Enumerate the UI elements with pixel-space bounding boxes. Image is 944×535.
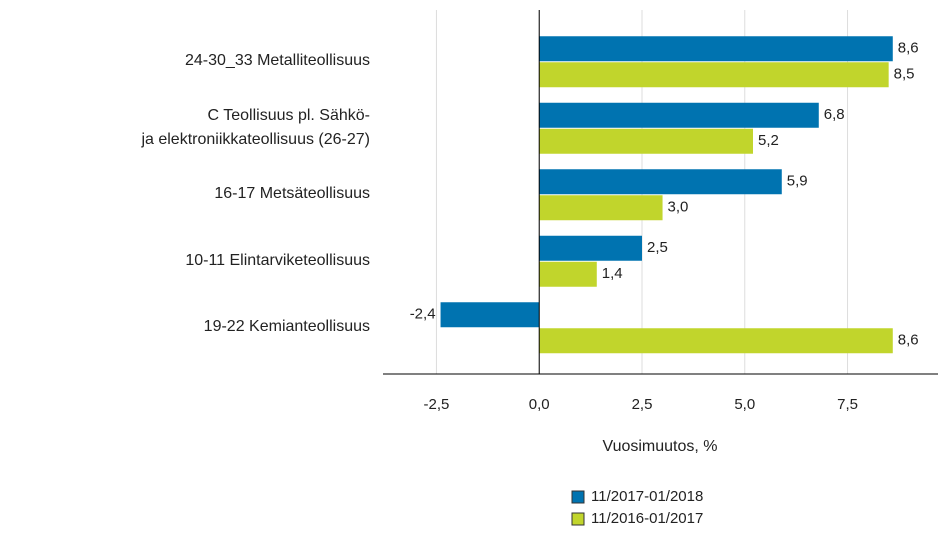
bar xyxy=(539,128,753,154)
legend-label: 11/2016-01/2017 xyxy=(591,510,703,527)
value-label: 5,9 xyxy=(787,173,808,190)
bar xyxy=(539,36,893,62)
bar xyxy=(539,102,819,128)
y-tick-label: 10-11 Elintarviketeollisuus xyxy=(185,251,370,269)
value-label: 8,6 xyxy=(898,40,919,57)
value-label: 3,0 xyxy=(668,199,689,216)
x-tick-label: 2,5 xyxy=(632,396,653,413)
value-label: 8,5 xyxy=(894,66,915,83)
legend-swatch xyxy=(571,490,585,504)
bar xyxy=(539,62,889,88)
y-tick-label: 19-22 Kemianteollisuus xyxy=(203,318,370,336)
value-label: 2,5 xyxy=(647,239,668,256)
x-tick-label: 5,0 xyxy=(734,396,755,413)
value-label: 6,8 xyxy=(824,106,845,123)
value-label: 1,4 xyxy=(602,265,623,282)
x-tick-label: 7,5 xyxy=(837,396,858,413)
x-tick-label: 0,0 xyxy=(529,396,550,413)
y-tick-label: 24-30_33 Metalliteollisuus xyxy=(185,52,370,70)
bar xyxy=(539,235,642,261)
y-tick-label: C Teollisuus pl. Sähkö- ja elektroniikka… xyxy=(141,106,370,148)
bar xyxy=(539,261,597,287)
value-label: 5,2 xyxy=(758,132,779,149)
value-label: -2,4 xyxy=(410,306,436,323)
bar xyxy=(539,195,663,221)
bar xyxy=(440,302,540,328)
bar xyxy=(539,328,893,354)
x-tick-label: -2,5 xyxy=(424,396,450,413)
x-axis-title: Vuosimuutos, % xyxy=(602,438,717,455)
value-label: 8,6 xyxy=(898,332,919,349)
legend-label: 11/2017-01/2018 xyxy=(591,488,703,505)
legend-swatch xyxy=(571,512,585,526)
bar xyxy=(539,169,782,195)
y-tick-label: 16-17 Metsäteollisuus xyxy=(214,185,370,203)
